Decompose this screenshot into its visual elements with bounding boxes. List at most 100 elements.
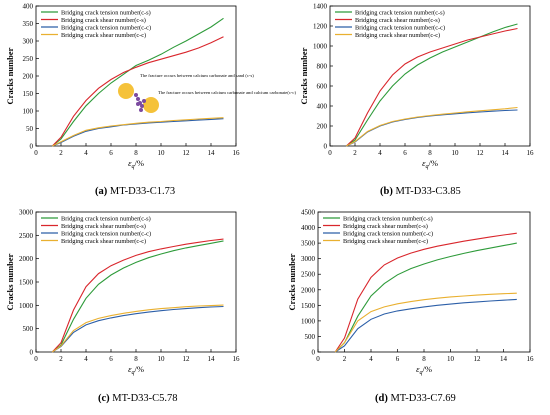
x-tick-label: 8 bbox=[428, 149, 432, 157]
y-tick-label: 400 bbox=[23, 3, 34, 11]
x-tick-label: 6 bbox=[109, 355, 113, 363]
calcite-crystal-dot bbox=[142, 99, 146, 103]
y-tick-label: 4000 bbox=[301, 224, 316, 232]
series-line-1 bbox=[334, 242, 517, 353]
series-line-3 bbox=[334, 298, 517, 353]
x-tick-label: 4 bbox=[84, 149, 88, 157]
series-line-3 bbox=[52, 305, 224, 353]
legend-entry: Bridging crack shear number(c-s) bbox=[343, 223, 428, 230]
x-tick-label: 0 bbox=[34, 355, 38, 363]
x-axis-label-subscript: q bbox=[131, 164, 134, 170]
caption-a-name: MT-D33-C1.73 bbox=[109, 186, 176, 197]
legend-entry: Bridging crack tension number(c-c) bbox=[355, 24, 445, 31]
legend-entry: Bridging crack shear number(c-s) bbox=[61, 223, 146, 230]
annotation-c-c: The fracture occurs between calcium carb… bbox=[158, 90, 296, 95]
x-tick-label: 0 bbox=[34, 149, 38, 157]
x-tick-label: 12 bbox=[183, 355, 191, 363]
y-tick-label: 300 bbox=[23, 38, 34, 46]
y-tick-label: 800 bbox=[317, 63, 328, 71]
y-tick-label: 0 bbox=[312, 349, 316, 357]
sand-grain-circle bbox=[118, 83, 134, 99]
x-tick-label: 16 bbox=[527, 149, 535, 157]
x-axis-label-unit: /% bbox=[134, 158, 143, 168]
y-tick-label: 350 bbox=[23, 20, 34, 28]
panel-d: 0 2 4 6 8 10 12 14 16 0 500 1000 1500 2000 2500 3000 350… bbox=[287, 209, 534, 377]
carbonate-grain-circle bbox=[143, 97, 159, 113]
caption-a: (a) MT-D33-C1.73 bbox=[95, 186, 175, 197]
y-tick-label: 1500 bbox=[301, 302, 316, 310]
y-axis-label: Cracks number bbox=[5, 47, 15, 104]
y-tick-label: 50 bbox=[26, 125, 34, 133]
caption-b: (b) MT-D33-C3.85 bbox=[380, 186, 461, 197]
y-axis-label: Cracks number bbox=[299, 47, 309, 104]
legend-entry: Bridging crack tension number(c-s) bbox=[355, 9, 445, 16]
x-tick-label: 12 bbox=[474, 355, 482, 363]
x-axis-label-unit: /% bbox=[428, 158, 437, 168]
calcite-crystal-dot bbox=[134, 93, 138, 97]
series-line-2 bbox=[345, 27, 518, 147]
y-tick-label: 1400 bbox=[313, 3, 328, 11]
legend-entry: Bridging crack tension number(c-c) bbox=[343, 230, 433, 237]
x-axis-label-symbol: ε bbox=[128, 364, 132, 374]
series-line-4 bbox=[52, 117, 224, 147]
x-tick-label: 10 bbox=[158, 355, 166, 363]
caption-a-letter: (a) bbox=[95, 186, 108, 197]
x-axis-label: εq/% bbox=[416, 364, 432, 376]
x-tick-label: 16 bbox=[233, 149, 241, 157]
y-tick-label: 1000 bbox=[313, 43, 328, 51]
x-tick-label: 14 bbox=[500, 355, 508, 363]
x-tick-label: 6 bbox=[403, 149, 407, 157]
x-tick-label: 12 bbox=[477, 149, 485, 157]
x-axis-label-subscript: q bbox=[419, 370, 422, 376]
series-line-1 bbox=[51, 17, 224, 147]
x-axis-label-symbol: ε bbox=[128, 158, 132, 168]
x-axis-label: εq/% bbox=[128, 364, 144, 376]
x-axis-label-subscript: q bbox=[425, 164, 428, 170]
x-axis-label-unit: /% bbox=[422, 364, 431, 374]
x-tick-label: 8 bbox=[134, 149, 138, 157]
y-tick-label: 3000 bbox=[19, 209, 34, 217]
x-tick-label: 14 bbox=[208, 149, 216, 157]
y-tick-label: 0 bbox=[324, 143, 328, 151]
calcite-crystal-dot bbox=[136, 97, 140, 101]
series-line-4 bbox=[334, 292, 517, 353]
x-tick-label: 0 bbox=[328, 149, 332, 157]
caption-d-name: MT-D33-C7.69 bbox=[390, 393, 456, 404]
legend-entry: Bridging crack shear number(c-c) bbox=[61, 32, 146, 39]
x-tick-label: 2 bbox=[343, 355, 347, 363]
y-tick-label: 200 bbox=[317, 123, 328, 131]
y-tick-label: 1000 bbox=[19, 302, 34, 310]
x-axis-label: εq/% bbox=[128, 158, 144, 170]
x-axis-label-subscript: q bbox=[131, 370, 134, 376]
x-tick-label: 2 bbox=[59, 355, 63, 363]
legend-entry: Bridging crack shear number(c-c) bbox=[343, 238, 428, 245]
y-tick-label: 500 bbox=[23, 325, 34, 333]
x-tick-label: 14 bbox=[502, 149, 510, 157]
annotation-c-s: The fracture occurs between calcium carb… bbox=[140, 73, 254, 78]
caption-c-name: MT-D33-C5.78 bbox=[112, 393, 178, 404]
legend-entry: Bridging crack tension number(c-s) bbox=[61, 9, 151, 16]
series-line-2 bbox=[334, 232, 517, 353]
x-tick-label: 4 bbox=[84, 355, 88, 363]
y-tick-label: 500 bbox=[305, 333, 316, 341]
y-tick-label: 600 bbox=[317, 83, 328, 91]
x-axis-label-unit: /% bbox=[134, 364, 143, 374]
panel-b: 0 2 4 6 8 10 12 14 16 0 200 400 600 800 1000 1200 1400 Cr… bbox=[299, 3, 534, 171]
x-tick-label: 4 bbox=[369, 355, 373, 363]
y-tick-label: 150 bbox=[23, 90, 34, 98]
y-tick-label: 2500 bbox=[301, 271, 316, 279]
y-axis-label: Cracks number bbox=[287, 253, 297, 310]
x-axis-label: εq/% bbox=[422, 158, 438, 170]
x-tick-label: 16 bbox=[233, 355, 241, 363]
y-tick-label: 0 bbox=[30, 349, 34, 357]
caption-c: (c) MT-D33-C5.78 bbox=[98, 393, 178, 404]
y-tick-label: 1500 bbox=[19, 279, 34, 287]
y-tick-label: 2500 bbox=[19, 232, 34, 240]
caption-c-letter: (c) bbox=[98, 393, 110, 404]
legend-entry: Bridging crack tension number(c-c) bbox=[61, 230, 151, 237]
legend-entry: Bridging crack shear number(c-c) bbox=[61, 238, 146, 245]
x-tick-label: 16 bbox=[527, 355, 535, 363]
legend-entry: Bridging crack tension number(c-c) bbox=[61, 24, 151, 31]
y-tick-label: 2000 bbox=[19, 255, 34, 263]
